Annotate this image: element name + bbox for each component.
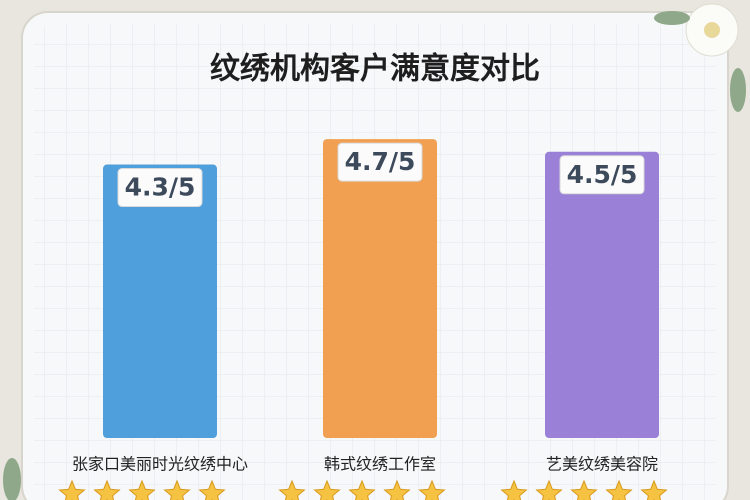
bar [323,139,437,438]
value-label-box [337,142,423,182]
value-label-box [559,155,645,195]
x-tick-label: 韩式纹绣工作室 [324,455,436,474]
value-label: 4.5/5 [567,160,638,189]
value-label: 4.3/5 [125,173,196,202]
value-label: 4.7/5 [345,147,416,176]
value-label-box [117,168,203,208]
bar [103,164,217,438]
x-tick-label: 艺美纹绣美容院 [546,455,658,474]
chart-title: 纹绣机构客户满意度对比 [210,52,540,87]
flower-decoration [3,3,746,500]
bar [545,151,659,439]
x-tick-label: 张家口美丽时光纹绣中心 [72,455,248,474]
